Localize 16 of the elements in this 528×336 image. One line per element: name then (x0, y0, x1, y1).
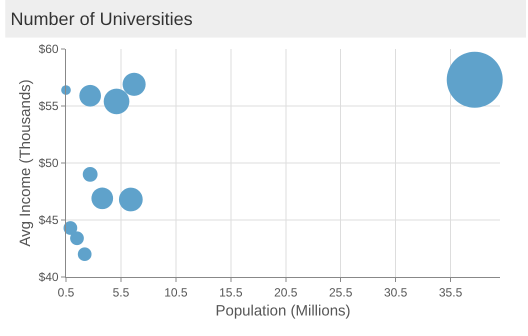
x-tick-label: 30.5 (384, 285, 408, 300)
x-tick-label: 20.5 (274, 285, 298, 300)
x-tick-label: 0.5 (58, 285, 75, 300)
x-tick-label: 25.5 (329, 285, 353, 300)
y-tick-label: $60 (38, 42, 59, 56)
x-axis-title: Population (Millions) (215, 302, 351, 320)
x-tick-label: 35.5 (438, 285, 463, 300)
x-tick-label: 15.5 (219, 285, 243, 300)
x-tick-label: 5.5 (112, 285, 130, 300)
y-tick-label: $40 (38, 270, 59, 284)
y-tick-label: $45 (38, 213, 59, 228)
chart-title: Number of Universities (10, 8, 193, 29)
y-axis-title: Avg Income (Thousands) (16, 79, 34, 247)
x-tick-label: 10.5 (164, 285, 188, 300)
y-tick-label: $55 (38, 99, 59, 114)
y-tick-label: $50 (38, 156, 59, 170)
